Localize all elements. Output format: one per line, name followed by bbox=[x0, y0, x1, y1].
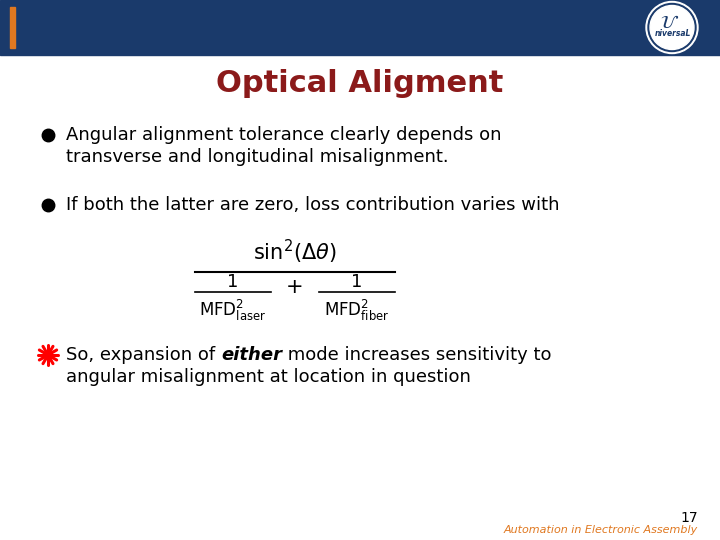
Text: +: + bbox=[286, 277, 304, 297]
Text: If both the latter are zero, loss contribution varies with: If both the latter are zero, loss contri… bbox=[66, 196, 559, 214]
Circle shape bbox=[646, 2, 698, 53]
Bar bbox=[10, 7, 15, 48]
Bar bbox=[0, 0, 720, 55]
Text: 1: 1 bbox=[228, 273, 239, 291]
Text: MFD$^2_{\mathregular{fiber}}$: MFD$^2_{\mathregular{fiber}}$ bbox=[324, 298, 390, 322]
Text: 17: 17 bbox=[680, 511, 698, 525]
Text: $\mathrm{sin}^2(\Delta\theta)$: $\mathrm{sin}^2(\Delta\theta)$ bbox=[253, 238, 337, 266]
Text: Optical Aligment: Optical Aligment bbox=[216, 69, 504, 98]
Text: MFD$^2_{\mathregular{laser}}$: MFD$^2_{\mathregular{laser}}$ bbox=[199, 298, 266, 322]
Circle shape bbox=[648, 3, 696, 51]
Text: Automation in Electronic Assembly: Automation in Electronic Assembly bbox=[504, 525, 698, 535]
Text: $\mathcal{U}$: $\mathcal{U}$ bbox=[660, 15, 680, 32]
Text: mode increases sensitivity to: mode increases sensitivity to bbox=[282, 346, 552, 364]
Text: angular misalignment at location in question: angular misalignment at location in ques… bbox=[66, 368, 471, 386]
Text: niversaL: niversaL bbox=[654, 29, 691, 38]
Text: transverse and longitudinal misalignment.: transverse and longitudinal misalignment… bbox=[66, 148, 449, 166]
Text: 1: 1 bbox=[351, 273, 363, 291]
Circle shape bbox=[650, 5, 694, 50]
Text: So, expansion of: So, expansion of bbox=[66, 346, 221, 364]
Text: either: either bbox=[221, 346, 282, 364]
Text: Angular alignment tolerance clearly depends on: Angular alignment tolerance clearly depe… bbox=[66, 126, 502, 144]
